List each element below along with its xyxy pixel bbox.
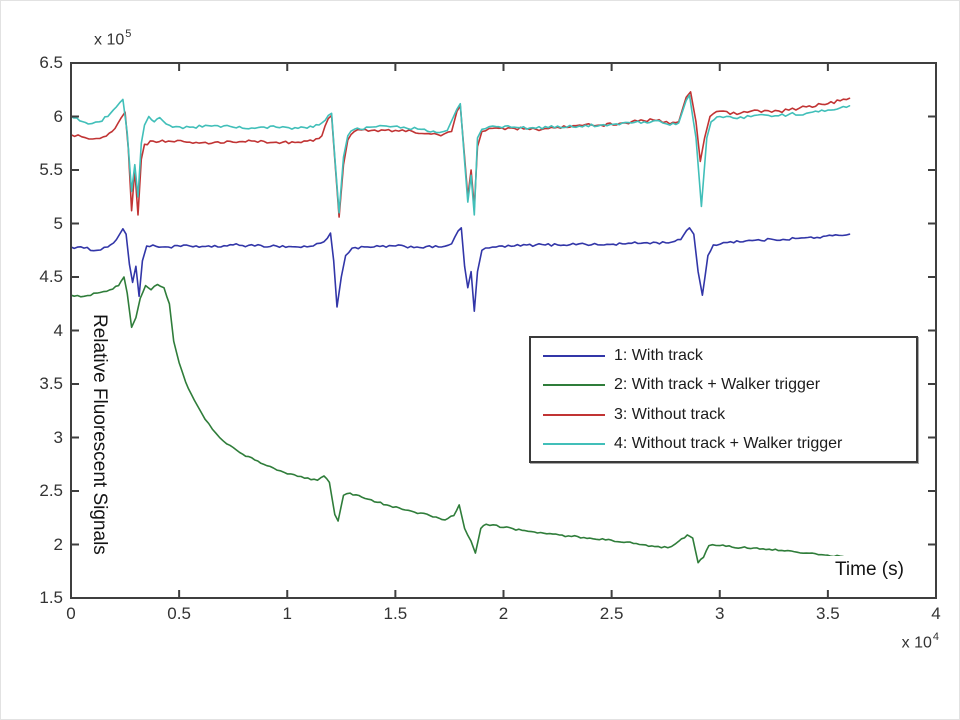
y-tick-label: 2.5 <box>39 481 63 500</box>
y-tick-label: 4.5 <box>39 267 63 286</box>
series-line-4 <box>70 94 851 216</box>
y-tick-label: 2 <box>53 534 63 554</box>
x-tick-label: 2 <box>498 604 509 623</box>
x-axis-title: Time (s) <box>827 556 912 585</box>
y-tick-label: 6.5 <box>39 53 63 72</box>
y-tick-label: 3 <box>53 427 63 447</box>
x-tick-label: 0 <box>66 604 76 623</box>
x-tick-label: 2.5 <box>599 604 624 623</box>
y-axis-title: Relative Fluorescent Signals <box>89 314 110 555</box>
x-multiplier-base: x 10 <box>901 634 932 652</box>
x-tick-label: 4 <box>931 604 941 623</box>
x-tick-label: 1.5 <box>383 604 408 623</box>
y-tick-label: 5 <box>53 213 63 233</box>
legend-label: 4: Without track + Walker trigger <box>614 435 843 453</box>
legend-item-3: 3: Without track <box>531 400 916 430</box>
x-multiplier-exponent: 4 <box>932 631 939 643</box>
y-tick-label: 4 <box>53 320 63 340</box>
y-tick-label: 5.5 <box>39 160 63 179</box>
x-tick-label: 0.5 <box>167 604 191 623</box>
legend-line-sample <box>543 413 605 416</box>
y-multiplier-base: x 10 <box>94 31 125 49</box>
series-line-2 <box>70 276 851 564</box>
x-tick-label: 1 <box>282 604 292 623</box>
legend-line-sample <box>543 443 605 446</box>
legend-label: 2: With track + Walker trigger <box>614 376 821 394</box>
y-tick-label: 6 <box>53 106 63 126</box>
legend-item-4: 4: Without track + Walker trigger <box>531 430 916 460</box>
series-line-3 <box>70 91 851 218</box>
x-axis-multiplier: x 104 <box>861 631 939 652</box>
legend-item-2: 2: With track + Walker trigger <box>531 371 916 401</box>
legend-rows: 1: With track 2: With track + Walker trig… <box>531 341 916 459</box>
x-tick-label: 3.5 <box>816 604 840 623</box>
y-tick-label: 1.5 <box>39 588 63 607</box>
x-tick-label: 3 <box>715 604 725 623</box>
legend-line-sample <box>543 354 605 357</box>
series-line-1 <box>70 227 851 312</box>
legend-item-1: 1: With track <box>531 341 916 371</box>
y-multiplier-exponent: 5 <box>125 28 132 40</box>
legend: 1: With track 2: With track + Walker trig… <box>529 336 918 463</box>
y-tick-label: 3.5 <box>39 374 63 393</box>
legend-label: 1: With track <box>614 346 703 364</box>
legend-label: 3: Without track <box>614 405 726 423</box>
legend-line-sample <box>543 384 605 387</box>
y-axis-multiplier: x 105 <box>94 28 132 49</box>
